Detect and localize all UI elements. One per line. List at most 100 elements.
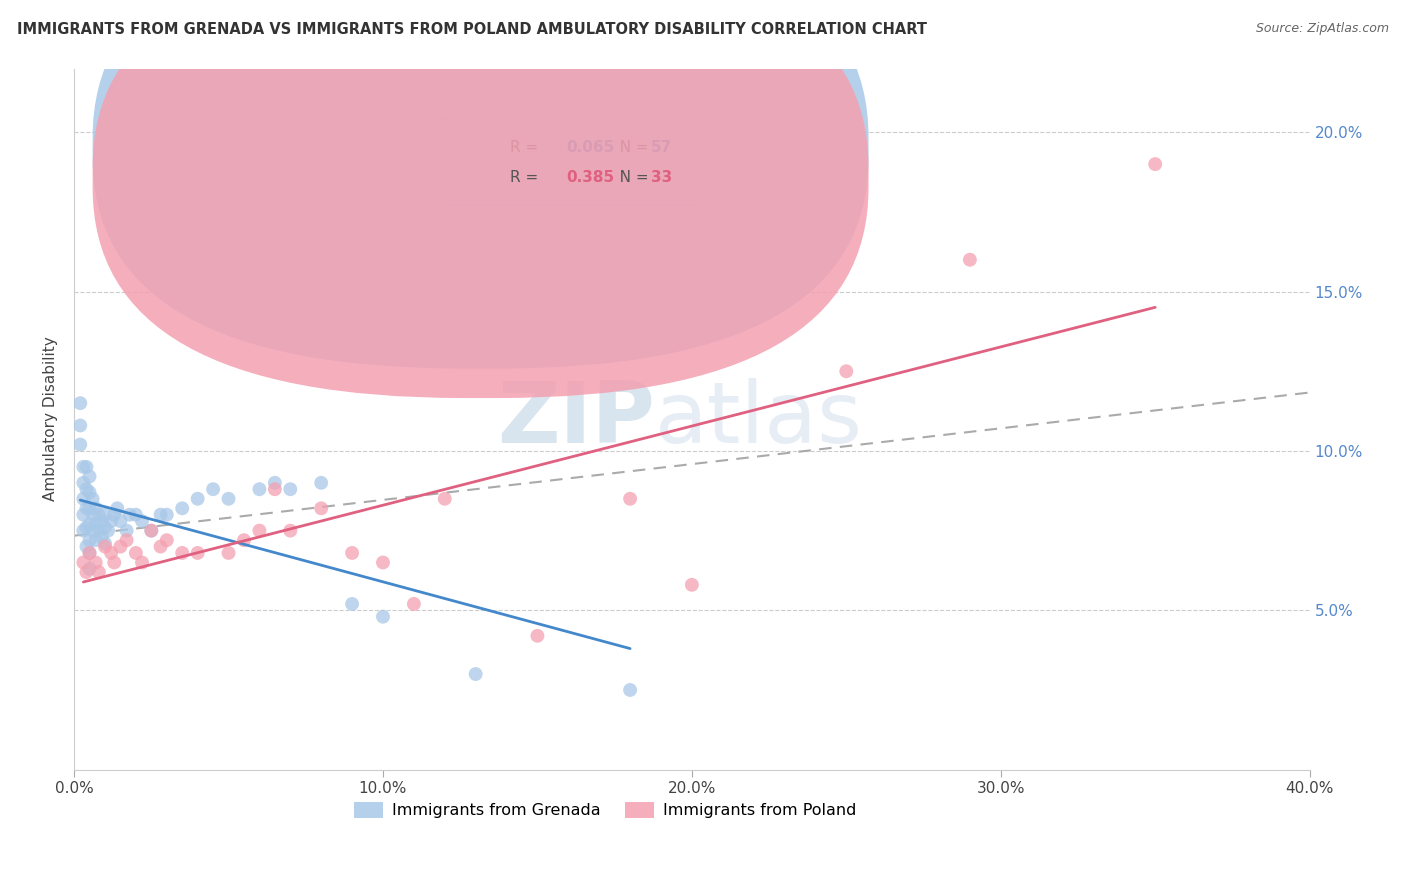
Point <box>90 514 112 528</box>
Point <box>84 517 107 532</box>
Point <box>69 418 91 433</box>
Point <box>90 530 112 544</box>
Point <box>309 501 332 516</box>
Point <box>118 508 141 522</box>
FancyBboxPatch shape <box>439 118 704 205</box>
Text: N =: N = <box>606 169 654 185</box>
Point <box>233 533 256 548</box>
Point <box>87 524 110 538</box>
Point <box>526 629 548 643</box>
Point <box>87 565 110 579</box>
Text: Source: ZipAtlas.com: Source: ZipAtlas.com <box>1256 22 1389 36</box>
Point <box>72 491 94 506</box>
Point <box>149 508 172 522</box>
Point <box>103 508 125 522</box>
Point <box>263 482 285 496</box>
Text: ZIP: ZIP <box>498 377 655 460</box>
Point <box>278 524 301 538</box>
Point <box>100 546 122 560</box>
Text: N =: N = <box>606 140 654 155</box>
Point <box>72 475 94 490</box>
Point <box>131 556 153 570</box>
Point <box>131 514 153 528</box>
Point <box>100 514 122 528</box>
Point <box>69 396 91 410</box>
Point <box>79 546 101 560</box>
Legend: Immigrants from Grenada, Immigrants from Poland: Immigrants from Grenada, Immigrants from… <box>347 796 863 825</box>
Point <box>75 482 97 496</box>
Point <box>82 491 104 506</box>
Point <box>309 475 332 490</box>
Point <box>835 364 858 378</box>
Point <box>249 524 271 538</box>
Point <box>115 524 138 538</box>
Point <box>75 540 97 554</box>
Point <box>115 533 138 548</box>
Point <box>79 517 101 532</box>
Point <box>141 524 163 538</box>
Text: IMMIGRANTS FROM GRENADA VS IMMIGRANTS FROM POLAND AMBULATORY DISABILITY CORRELAT: IMMIGRANTS FROM GRENADA VS IMMIGRANTS FR… <box>17 22 927 37</box>
Point <box>69 437 91 451</box>
Point <box>959 252 981 267</box>
Point <box>371 556 394 570</box>
Point <box>79 546 101 560</box>
Point <box>619 683 641 698</box>
Point <box>94 508 117 522</box>
Point <box>75 501 97 516</box>
FancyBboxPatch shape <box>93 0 869 368</box>
Point <box>340 597 363 611</box>
Point <box>94 540 117 554</box>
Point <box>110 514 132 528</box>
FancyBboxPatch shape <box>93 0 869 398</box>
Point <box>1144 157 1167 171</box>
Point <box>371 609 394 624</box>
Point <box>72 524 94 538</box>
Point <box>187 491 209 506</box>
Text: atlas: atlas <box>655 377 863 460</box>
Point <box>79 501 101 516</box>
Point <box>94 536 117 550</box>
Point <box>103 556 125 570</box>
Point <box>263 475 285 490</box>
Point <box>433 491 456 506</box>
Text: R =: R = <box>510 169 543 185</box>
Point <box>105 501 128 516</box>
Point <box>75 459 97 474</box>
Point <box>82 508 104 522</box>
Point <box>156 508 179 522</box>
Text: 0.385: 0.385 <box>565 169 614 185</box>
Point <box>72 459 94 474</box>
Point <box>79 562 101 576</box>
Point <box>94 520 117 534</box>
Point <box>125 546 148 560</box>
Point <box>84 533 107 548</box>
Point <box>125 508 148 522</box>
Point <box>249 482 271 496</box>
Point <box>218 491 240 506</box>
Text: R =: R = <box>510 140 543 155</box>
Point <box>79 469 101 483</box>
Point <box>619 491 641 506</box>
Point <box>681 578 703 592</box>
Point <box>202 482 225 496</box>
Point <box>464 667 486 681</box>
Text: 0.065: 0.065 <box>565 140 614 155</box>
Point <box>172 501 194 516</box>
Point <box>110 540 132 554</box>
Point <box>187 546 209 560</box>
Point <box>72 556 94 570</box>
Point <box>72 508 94 522</box>
Point <box>84 501 107 516</box>
Point <box>141 524 163 538</box>
Point <box>172 546 194 560</box>
Point <box>97 524 120 538</box>
Point <box>156 533 179 548</box>
Point <box>87 508 110 522</box>
Point <box>149 540 172 554</box>
Text: 33: 33 <box>651 169 672 185</box>
Point <box>79 485 101 500</box>
Point <box>84 556 107 570</box>
Point <box>75 520 97 534</box>
Point <box>402 597 425 611</box>
Point <box>340 546 363 560</box>
